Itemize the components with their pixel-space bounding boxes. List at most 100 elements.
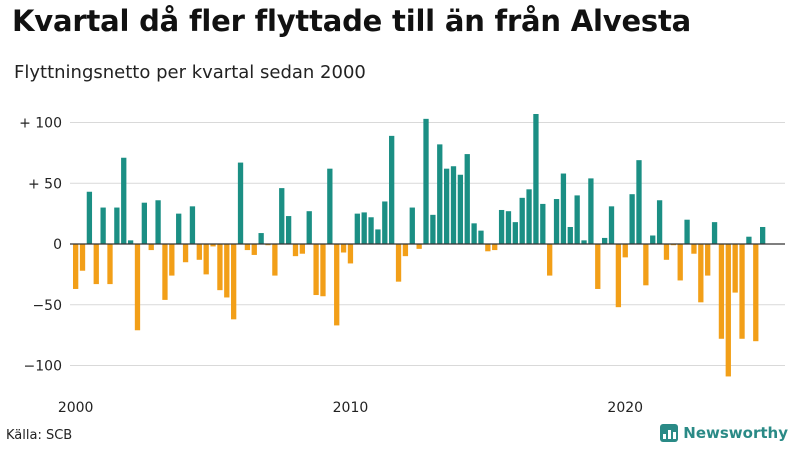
bar bbox=[732, 244, 738, 293]
bar bbox=[519, 197, 525, 244]
y-tick-label: + 100 bbox=[19, 116, 62, 132]
bar bbox=[189, 206, 196, 244]
bar bbox=[698, 244, 704, 303]
bar bbox=[416, 244, 422, 249]
bar bbox=[134, 244, 141, 331]
bar bbox=[258, 233, 264, 244]
bar bbox=[588, 178, 594, 244]
y-tick-label: −50 bbox=[32, 298, 62, 314]
bar bbox=[471, 223, 477, 244]
bar bbox=[306, 211, 312, 244]
bar bbox=[560, 173, 567, 244]
bar bbox=[595, 244, 601, 289]
bar bbox=[492, 244, 498, 251]
bar bbox=[368, 217, 374, 244]
bar bbox=[155, 200, 161, 244]
bar bbox=[485, 244, 491, 252]
bar bbox=[760, 226, 766, 244]
bar bbox=[347, 244, 354, 264]
bar bbox=[224, 244, 230, 298]
bar bbox=[389, 135, 395, 245]
bar bbox=[182, 244, 189, 263]
bar bbox=[746, 236, 752, 244]
bar bbox=[581, 240, 587, 244]
bar bbox=[265, 244, 271, 246]
bar bbox=[725, 244, 731, 377]
bar bbox=[107, 244, 113, 285]
bar bbox=[622, 244, 628, 258]
bar bbox=[292, 244, 299, 257]
bar bbox=[176, 213, 182, 245]
bar bbox=[608, 206, 615, 244]
x-tick-label: 2000 bbox=[58, 400, 94, 416]
y-tick-label: −100 bbox=[24, 359, 62, 375]
bar bbox=[361, 212, 367, 244]
chart-subtitle: Flyttningsnetto per kvartal sedan 2000 bbox=[14, 62, 366, 83]
bar bbox=[93, 244, 99, 285]
bar bbox=[334, 244, 340, 326]
bar bbox=[650, 235, 656, 245]
bar bbox=[601, 237, 608, 245]
bar bbox=[237, 162, 244, 244]
bar bbox=[251, 244, 257, 255]
bar bbox=[231, 244, 237, 320]
bar bbox=[354, 213, 360, 245]
x-tick-label: 2020 bbox=[607, 400, 643, 416]
bar bbox=[100, 207, 106, 244]
bar bbox=[705, 244, 711, 276]
bar bbox=[148, 244, 154, 251]
bar bbox=[217, 244, 223, 291]
bar-series bbox=[73, 114, 766, 377]
bar bbox=[409, 207, 415, 244]
bar bbox=[498, 209, 505, 244]
source-note: Källa: SCB bbox=[6, 428, 73, 443]
bar bbox=[526, 189, 532, 244]
bar bbox=[711, 222, 718, 244]
y-axis-ticks: + 100 + 50 0 −50 −100 bbox=[19, 116, 62, 375]
bar bbox=[79, 244, 86, 271]
bar bbox=[272, 244, 278, 276]
bar bbox=[718, 244, 725, 339]
bar bbox=[313, 244, 319, 296]
bar bbox=[121, 157, 127, 245]
bar bbox=[450, 166, 457, 244]
bar bbox=[677, 244, 683, 281]
y-tick-label: 0 bbox=[53, 237, 62, 253]
bar bbox=[210, 244, 216, 247]
bar bbox=[567, 226, 573, 244]
bar bbox=[615, 244, 622, 308]
bar bbox=[127, 240, 134, 244]
bar bbox=[279, 188, 285, 244]
brand-name: Newsworthy bbox=[683, 424, 788, 442]
bar bbox=[327, 168, 333, 244]
bar bbox=[430, 214, 436, 244]
chart-title: Kvartal då fler flyttade till än från Al… bbox=[12, 4, 692, 38]
bar bbox=[753, 244, 759, 342]
bar bbox=[478, 230, 484, 244]
bar bbox=[423, 118, 429, 244]
bar bbox=[437, 144, 443, 244]
bar bbox=[663, 244, 670, 260]
bar bbox=[299, 244, 306, 254]
bar bbox=[505, 211, 512, 244]
bar bbox=[162, 244, 168, 300]
bar bbox=[656, 200, 663, 244]
bar-chart-logo-icon bbox=[660, 424, 679, 442]
bar bbox=[547, 244, 553, 276]
x-tick-label: 2010 bbox=[333, 400, 369, 416]
bar bbox=[443, 168, 450, 244]
bar bbox=[244, 244, 251, 251]
bar bbox=[629, 194, 635, 245]
bar bbox=[636, 160, 642, 244]
bar bbox=[73, 244, 79, 289]
bar bbox=[285, 216, 292, 245]
bar bbox=[402, 244, 409, 257]
bar bbox=[553, 199, 560, 244]
bar bbox=[533, 114, 539, 244]
bar bbox=[375, 229, 381, 244]
bar bbox=[691, 244, 697, 254]
bar bbox=[320, 244, 326, 297]
bar bbox=[114, 207, 120, 244]
bar bbox=[464, 154, 470, 244]
